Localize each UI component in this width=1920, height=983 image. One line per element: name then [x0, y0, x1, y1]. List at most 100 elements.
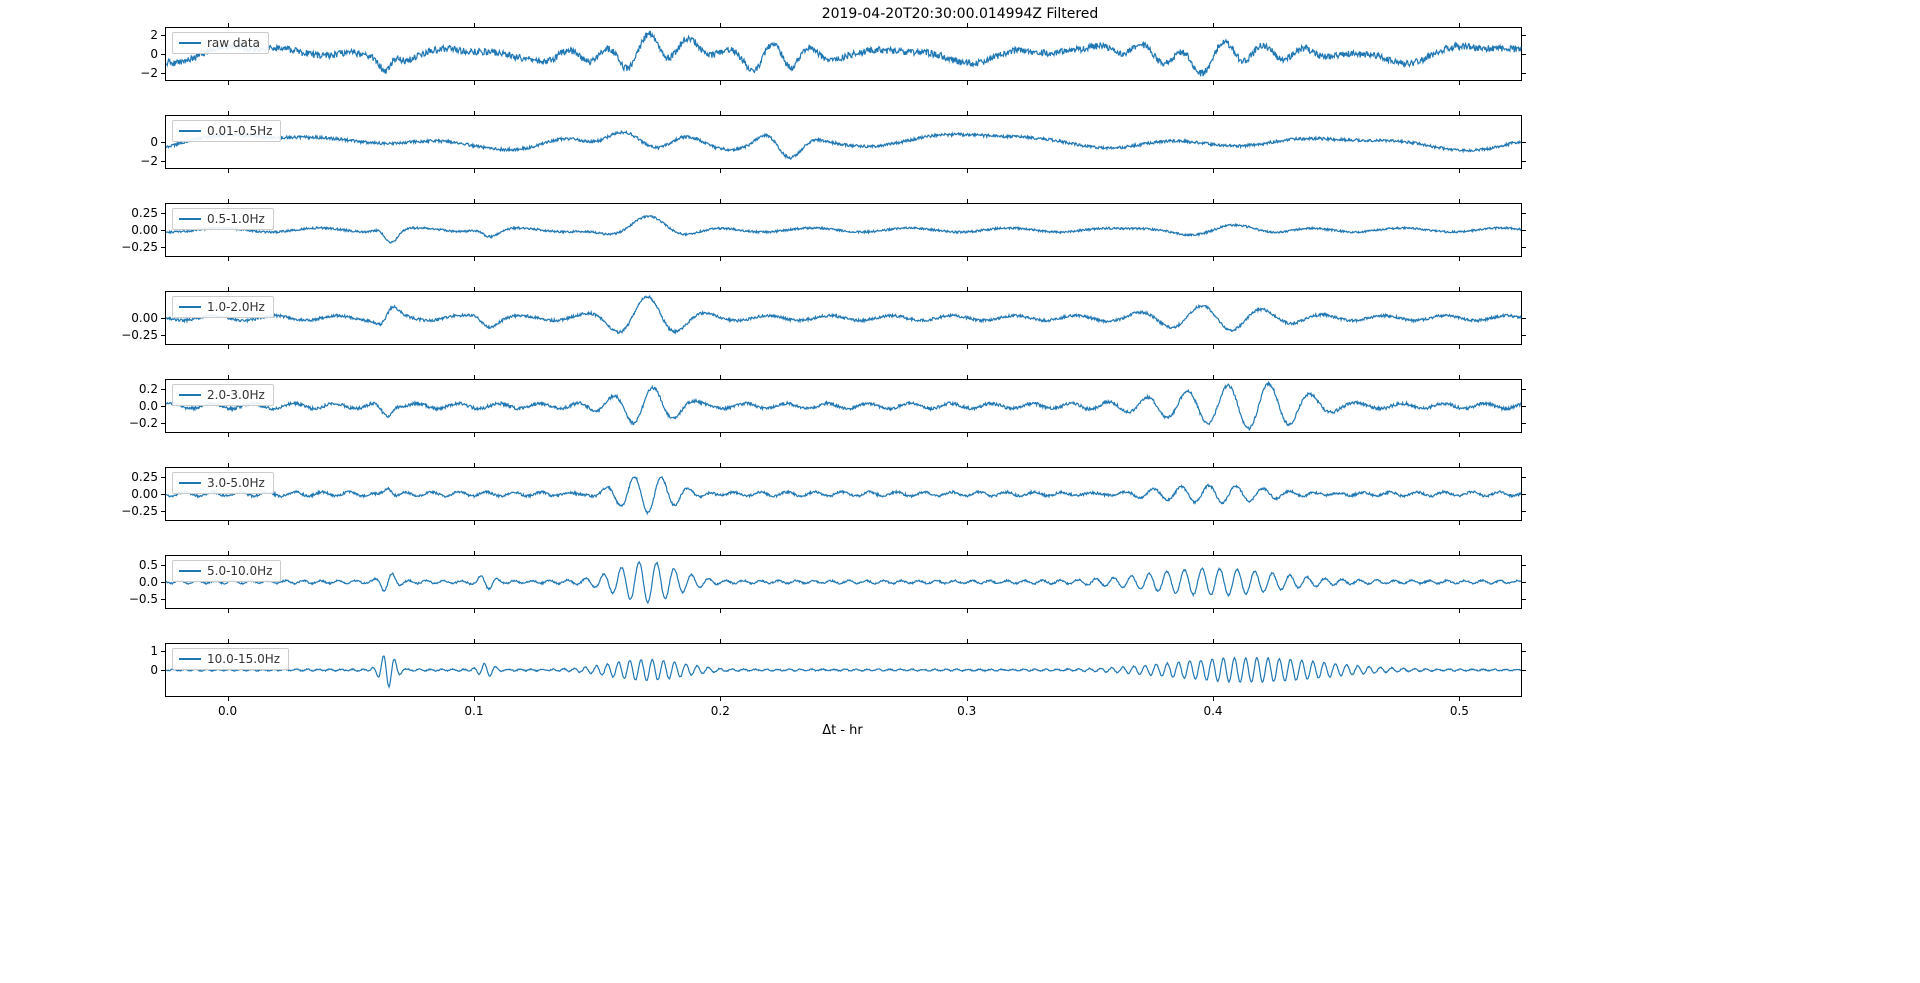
- x-tick-mark: [228, 344, 229, 349]
- y-tick-mark: [1521, 565, 1526, 566]
- x-tick-mark: [228, 80, 229, 85]
- waveform-line: [166, 656, 1521, 687]
- y-tick-label: 0.2: [139, 382, 166, 396]
- y-tick-label: −0.2: [129, 416, 166, 430]
- legend-box: 5.0-10.0Hz: [172, 560, 281, 582]
- waveform-line: [166, 383, 1521, 430]
- y-tick-label: 1: [150, 644, 166, 658]
- chart-panel: −200.01-0.5Hz: [165, 115, 1522, 169]
- legend-label: 3.0-5.0Hz: [207, 476, 265, 490]
- x-tick-mark: [1213, 608, 1214, 613]
- y-tick-label: 0.5: [139, 558, 166, 572]
- x-tick-mark: [1459, 80, 1460, 85]
- legend-box: 1.0-2.0Hz: [172, 296, 274, 318]
- y-tick-mark: [1521, 142, 1526, 143]
- y-tick-label: 0: [150, 663, 166, 677]
- y-tick-mark: [1521, 161, 1526, 162]
- x-tick-mark: [1459, 520, 1460, 525]
- y-tick-label: 0.00: [131, 223, 166, 237]
- x-tick-mark: [1459, 168, 1460, 173]
- x-tick-mark: [1459, 256, 1460, 261]
- chart-panel: −0.250.000.253.0-5.0Hz: [165, 467, 1522, 521]
- y-tick-label: 2: [150, 28, 166, 42]
- chart-panel: −0.50.00.55.0-10.0Hz: [165, 555, 1522, 609]
- y-tick-mark: [1521, 651, 1526, 652]
- x-tick-label: 0.3: [957, 696, 976, 718]
- waveform-trace: [166, 556, 1521, 608]
- x-tick-mark: [720, 256, 721, 261]
- y-tick-mark: [1521, 511, 1526, 512]
- waveform-line: [166, 216, 1521, 243]
- legend-box: 2.0-3.0Hz: [172, 384, 274, 406]
- legend-label: 2.0-3.0Hz: [207, 388, 265, 402]
- waveform-trace: [166, 468, 1521, 520]
- y-tick-mark: [1521, 477, 1526, 478]
- waveform-line: [166, 562, 1521, 603]
- waveform-trace: [166, 380, 1521, 432]
- x-tick-mark: [1459, 432, 1460, 437]
- legend-box: 3.0-5.0Hz: [172, 472, 274, 494]
- x-tick-mark: [1213, 168, 1214, 173]
- x-tick-mark: [1213, 80, 1214, 85]
- x-tick-mark: [967, 168, 968, 173]
- x-tick-mark: [474, 344, 475, 349]
- y-tick-label: 0.00: [131, 487, 166, 501]
- x-tick-label: 0.5: [1450, 696, 1469, 718]
- x-tick-mark: [720, 80, 721, 85]
- x-tick-label: 0.4: [1203, 696, 1222, 718]
- legend-line-sample: [179, 394, 201, 396]
- y-tick-label: −0.25: [121, 240, 166, 254]
- waveform-trace: [166, 28, 1521, 80]
- y-tick-label: −0.5: [129, 592, 166, 606]
- y-tick-label: 0.0: [139, 399, 166, 413]
- x-tick-mark: [1213, 432, 1214, 437]
- x-tick-mark: [720, 344, 721, 349]
- y-tick-mark: [1521, 406, 1526, 407]
- chart-panel: 010.00.10.20.30.40.510.0-15.0Hz: [165, 643, 1522, 697]
- waveform-trace: [166, 644, 1521, 696]
- y-tick-mark: [1521, 335, 1526, 336]
- x-tick-mark: [474, 80, 475, 85]
- x-tick-mark: [720, 168, 721, 173]
- x-tick-mark: [1459, 608, 1460, 613]
- waveform-line: [166, 31, 1521, 76]
- legend-box: raw data: [172, 32, 269, 54]
- y-tick-mark: [1521, 247, 1526, 248]
- x-tick-mark: [474, 608, 475, 613]
- y-tick-label: 0: [150, 47, 166, 61]
- legend-label: raw data: [207, 36, 260, 50]
- y-tick-mark: [1521, 73, 1526, 74]
- legend-box: 0.5-1.0Hz: [172, 208, 274, 230]
- figure-title: 2019-04-20T20:30:00.014994Z Filtered: [0, 6, 1920, 22]
- x-tick-mark: [228, 256, 229, 261]
- y-tick-mark: [1521, 423, 1526, 424]
- y-tick-mark: [1521, 35, 1526, 36]
- x-tick-mark: [228, 432, 229, 437]
- y-tick-mark: [1521, 389, 1526, 390]
- x-tick-mark: [967, 344, 968, 349]
- y-tick-mark: [1521, 54, 1526, 55]
- legend-line-sample: [179, 42, 201, 44]
- x-tick-mark: [1459, 344, 1460, 349]
- x-tick-mark: [1213, 520, 1214, 525]
- x-tick-mark: [967, 80, 968, 85]
- x-tick-mark: [967, 432, 968, 437]
- waveform-trace: [166, 292, 1521, 344]
- legend-box: 0.01-0.5Hz: [172, 120, 281, 142]
- y-tick-label: 0: [150, 135, 166, 149]
- legend-label: 1.0-2.0Hz: [207, 300, 265, 314]
- chart-panel: −0.250.000.250.5-1.0Hz: [165, 203, 1522, 257]
- y-tick-label: 0.00: [131, 311, 166, 325]
- y-tick-mark: [1521, 230, 1526, 231]
- y-tick-mark: [1521, 670, 1526, 671]
- figure-container: 2019-04-20T20:30:00.014994Z Filtered −20…: [0, 0, 1920, 983]
- x-tick-mark: [474, 520, 475, 525]
- y-tick-label: −0.25: [121, 504, 166, 518]
- x-tick-mark: [474, 256, 475, 261]
- legend-label: 0.5-1.0Hz: [207, 212, 265, 226]
- x-tick-label: 0.1: [464, 696, 483, 718]
- legend-box: 10.0-15.0Hz: [172, 648, 289, 670]
- x-tick-mark: [474, 432, 475, 437]
- x-tick-mark: [228, 520, 229, 525]
- x-tick-mark: [474, 168, 475, 173]
